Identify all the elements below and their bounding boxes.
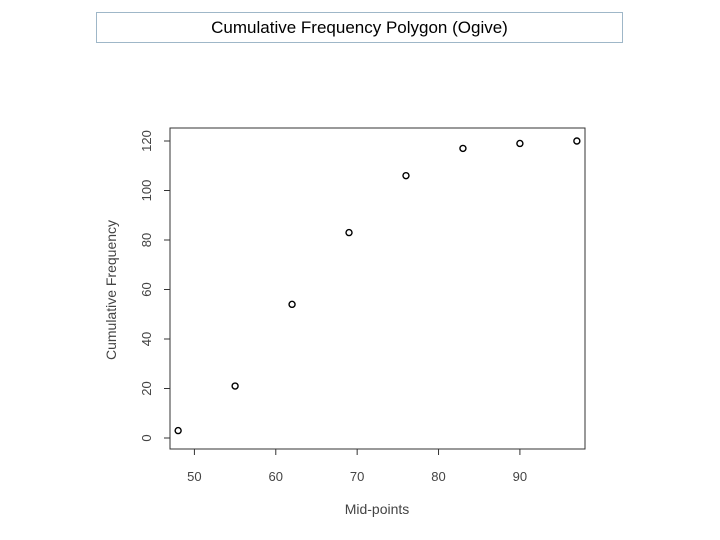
y-axis-title: Cumulative Frequency (103, 220, 119, 360)
data-point (459, 144, 467, 153)
y-tick-label: 20 (139, 381, 154, 395)
y-tick-label: 60 (139, 282, 154, 296)
data-point (231, 382, 239, 390)
y-tick-label: 0 (139, 434, 154, 441)
plot-frame (169, 127, 586, 450)
y-axis: 0 20 40 60 80 100 120 (139, 130, 170, 442)
slide-title-box: Cumulative Frequency Polygon (Ogive) (96, 12, 623, 43)
data-point (573, 137, 581, 145)
x-tick-label: 50 (187, 469, 201, 484)
x-axis-title: Mid-points (345, 501, 410, 517)
y-tick-label: 120 (139, 130, 154, 152)
x-tick-label: 80 (431, 469, 445, 484)
data-point (174, 426, 182, 435)
data-point (288, 300, 296, 309)
y-tick-label: 100 (139, 180, 154, 202)
x-axis: 50 60 70 80 90 (187, 449, 527, 484)
x-tick-label: 90 (513, 469, 527, 484)
x-tick-label: 60 (269, 469, 283, 484)
slide-title: Cumulative Frequency Polygon (Ogive) (211, 17, 508, 37)
y-tick-label: 40 (139, 332, 154, 346)
x-tick-label: 70 (350, 469, 364, 484)
data-point (345, 228, 353, 237)
y-tick-label: 80 (139, 233, 154, 247)
data-point (516, 139, 524, 148)
data-points (174, 137, 581, 435)
data-point (402, 171, 410, 180)
